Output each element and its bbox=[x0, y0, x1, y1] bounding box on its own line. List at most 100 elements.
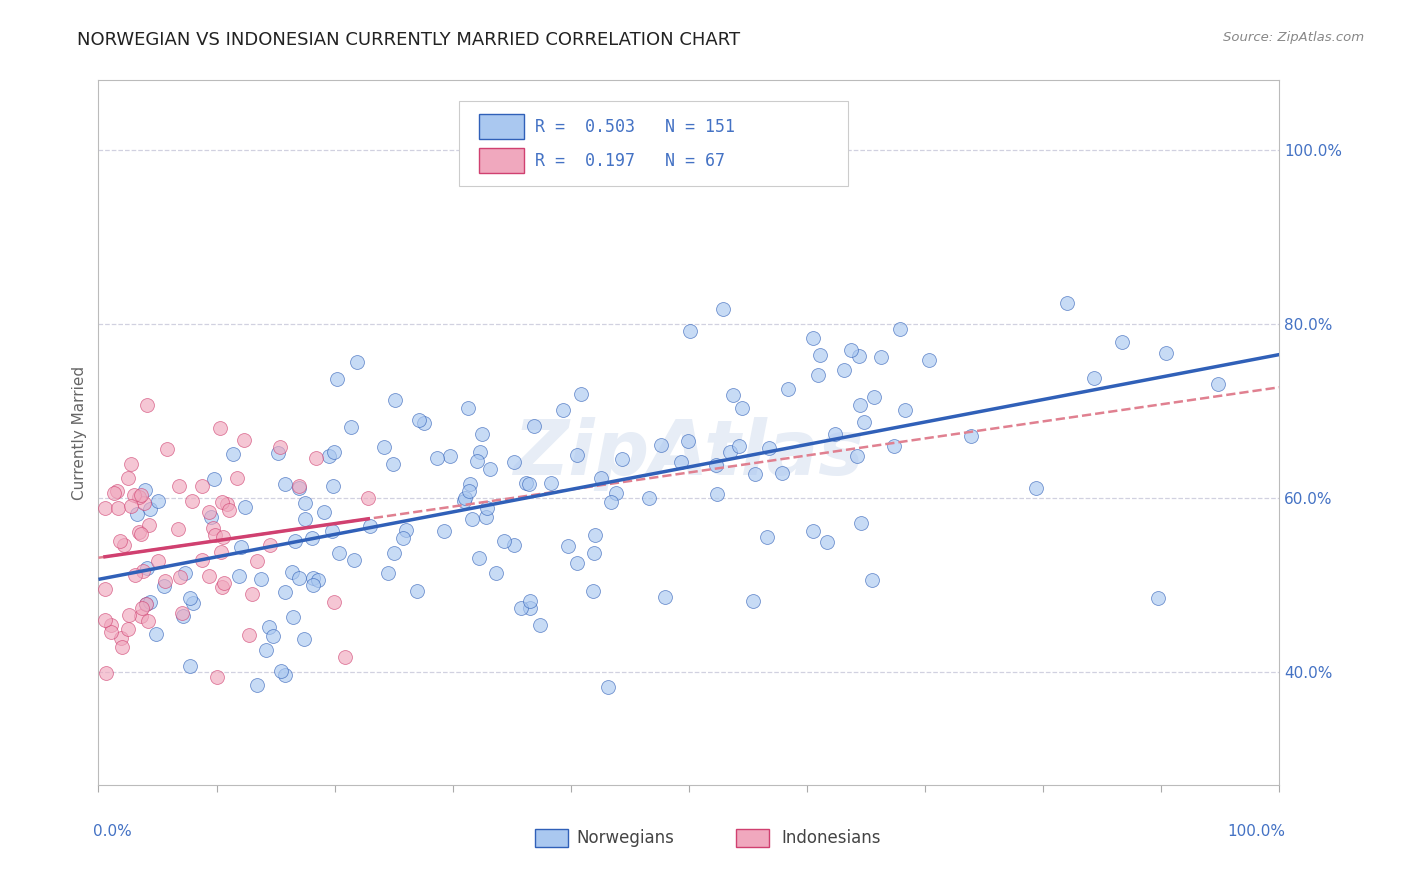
Point bbox=[134, 495, 156, 509]
Point bbox=[191, 478, 214, 492]
Point bbox=[129, 527, 152, 541]
Point bbox=[100, 617, 122, 632]
Point bbox=[204, 528, 226, 542]
Point bbox=[637, 491, 659, 506]
Point bbox=[269, 441, 291, 455]
Point bbox=[502, 455, 524, 469]
Point bbox=[758, 441, 780, 455]
Point bbox=[148, 493, 170, 508]
Point bbox=[294, 512, 316, 526]
Point bbox=[134, 483, 156, 497]
Point bbox=[744, 467, 766, 481]
Point bbox=[131, 564, 153, 578]
Point bbox=[1083, 371, 1105, 385]
Text: R =  0.197   N = 67: R = 0.197 N = 67 bbox=[536, 152, 725, 169]
FancyBboxPatch shape bbox=[536, 829, 568, 847]
Point bbox=[1206, 377, 1229, 392]
Point bbox=[110, 631, 132, 645]
Point bbox=[1025, 481, 1047, 495]
Point bbox=[470, 444, 492, 458]
Point bbox=[179, 591, 201, 606]
Point bbox=[471, 427, 494, 442]
Point bbox=[139, 501, 162, 516]
Point bbox=[105, 484, 128, 499]
Point bbox=[346, 355, 368, 369]
Point bbox=[218, 503, 240, 517]
Point bbox=[217, 497, 239, 511]
Text: Indonesians: Indonesians bbox=[782, 829, 880, 847]
FancyBboxPatch shape bbox=[478, 148, 523, 173]
Point bbox=[848, 349, 870, 363]
Point bbox=[373, 440, 395, 454]
Point bbox=[169, 569, 191, 583]
Point bbox=[458, 476, 481, 491]
Point bbox=[202, 520, 225, 534]
Point bbox=[610, 452, 633, 467]
Y-axis label: Currently Married: Currently Married bbox=[72, 366, 87, 500]
FancyBboxPatch shape bbox=[478, 114, 523, 139]
Point bbox=[117, 622, 139, 636]
Point bbox=[731, 401, 754, 415]
Point bbox=[288, 572, 311, 586]
Point bbox=[135, 597, 157, 611]
Point bbox=[454, 491, 477, 506]
Point bbox=[139, 595, 162, 609]
Point bbox=[453, 494, 475, 508]
Point bbox=[727, 439, 749, 453]
Point bbox=[803, 331, 825, 345]
Point bbox=[211, 530, 233, 544]
Point bbox=[515, 476, 537, 491]
Point bbox=[250, 572, 273, 586]
Point bbox=[815, 535, 838, 549]
Point bbox=[211, 580, 233, 594]
Point bbox=[226, 471, 249, 485]
Point bbox=[852, 415, 875, 429]
Text: 0.0%: 0.0% bbox=[93, 823, 131, 838]
Text: ZipAtlas: ZipAtlas bbox=[513, 417, 865, 491]
Point bbox=[323, 594, 346, 608]
Text: 100.0%: 100.0% bbox=[1227, 823, 1285, 838]
Point bbox=[770, 467, 793, 481]
Point bbox=[893, 403, 915, 417]
Point bbox=[307, 574, 329, 588]
Point bbox=[509, 601, 531, 615]
Point bbox=[235, 500, 257, 514]
Point bbox=[433, 524, 456, 538]
Point bbox=[212, 575, 235, 590]
Point bbox=[839, 343, 862, 357]
Point bbox=[494, 533, 516, 548]
Point bbox=[166, 522, 188, 536]
Point bbox=[565, 556, 588, 570]
Point bbox=[395, 523, 418, 537]
Point bbox=[741, 594, 763, 608]
Point bbox=[583, 546, 606, 560]
Point bbox=[254, 643, 277, 657]
Point bbox=[849, 516, 872, 530]
Point bbox=[461, 512, 484, 526]
Point bbox=[294, 496, 316, 510]
Point bbox=[557, 539, 579, 553]
Point bbox=[153, 579, 176, 593]
Point bbox=[359, 519, 381, 533]
Point bbox=[519, 600, 541, 615]
Point bbox=[801, 524, 824, 539]
Point bbox=[475, 509, 498, 524]
Point bbox=[167, 479, 190, 493]
Point bbox=[326, 372, 349, 386]
Point bbox=[135, 561, 157, 575]
Point bbox=[529, 617, 551, 632]
Point bbox=[569, 387, 592, 401]
Point bbox=[807, 368, 830, 382]
Point bbox=[322, 478, 344, 492]
Point bbox=[582, 583, 605, 598]
Point bbox=[824, 427, 846, 442]
Text: R =  0.503   N = 151: R = 0.503 N = 151 bbox=[536, 118, 735, 136]
Point bbox=[704, 458, 727, 472]
Point bbox=[173, 566, 195, 581]
Point bbox=[146, 554, 169, 568]
Point bbox=[485, 566, 508, 580]
Text: Norwegians: Norwegians bbox=[576, 829, 675, 847]
Point bbox=[128, 490, 150, 504]
Point bbox=[205, 669, 228, 683]
Point bbox=[100, 624, 122, 639]
